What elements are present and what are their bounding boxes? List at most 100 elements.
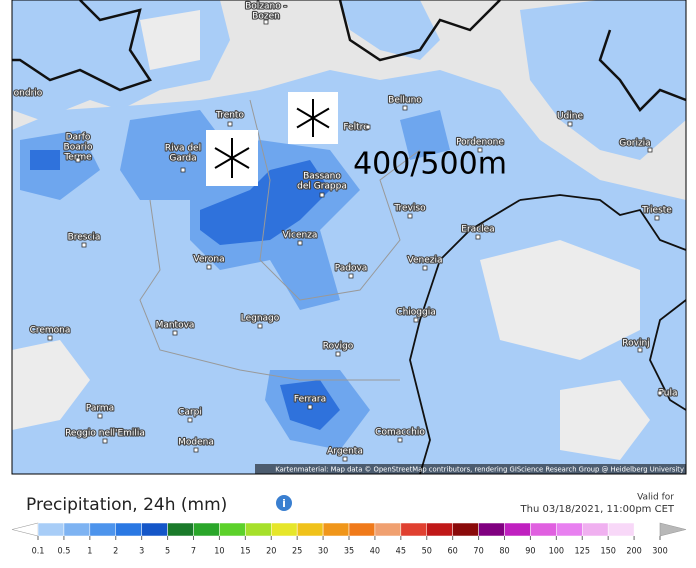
- city-marker: [319, 192, 325, 198]
- city-marker: [307, 404, 313, 410]
- scale-tick-label: 40: [370, 547, 380, 557]
- city-marker: [413, 317, 419, 323]
- scale-swatch: [348, 522, 376, 537]
- scale-arrow-high: [659, 522, 687, 537]
- city-marker: [263, 19, 269, 25]
- city: Brescia: [66, 231, 102, 248]
- city-marker: [657, 390, 663, 396]
- scale-tick-label: 0.1: [32, 547, 45, 557]
- scale-swatch: [141, 522, 168, 537]
- city-marker: [297, 240, 303, 246]
- city-label: Trieste: [641, 206, 672, 216]
- scale-tick-label: 30: [318, 547, 328, 557]
- city-marker: [477, 147, 483, 153]
- scale-swatch: [426, 522, 453, 537]
- city-label: Parma: [86, 404, 114, 414]
- scale-tick-label: 50: [422, 547, 432, 557]
- city-marker: [193, 447, 199, 453]
- city-label: Darfo: [66, 133, 91, 143]
- scale-swatch: [452, 522, 479, 537]
- scale-tick-label: 80: [499, 547, 509, 557]
- city-marker: [397, 437, 403, 443]
- scale-tick-label: 2: [113, 547, 118, 557]
- city-label: Terme: [63, 153, 92, 163]
- city: Feltre: [342, 121, 371, 134]
- city: Chioggia: [395, 306, 437, 323]
- city-label: Treviso: [393, 204, 426, 214]
- scale-swatch: [607, 522, 635, 537]
- city: Trento: [214, 109, 246, 127]
- scale-swatch: [115, 522, 142, 537]
- city-label: Chioggia: [396, 308, 435, 318]
- scale-tick-label: 3: [139, 547, 144, 557]
- city-marker: [637, 347, 643, 353]
- scale-tick-label: 90: [525, 547, 535, 557]
- city: Udine: [556, 110, 585, 127]
- city-label: ondrio: [14, 89, 43, 99]
- map-frame: [11, 0, 687, 475]
- city-label: Legnago: [241, 314, 280, 324]
- city-label: Udine: [557, 112, 584, 122]
- city: Belluno: [387, 94, 423, 111]
- scale-tick-label: 25: [292, 547, 302, 557]
- map: 400/500m Bolzano -Bozen ondrio Trento Bellu…: [11, 0, 687, 475]
- city-labels: Bolzano -Bozen ondrio Trento Belluno Feltre U…: [13, 0, 679, 462]
- city-marker: [335, 351, 341, 357]
- scale-tick-label: 200: [626, 547, 641, 557]
- city: Comacchio: [374, 426, 426, 443]
- city: Reggio nell'Emilia: [64, 427, 146, 444]
- city-marker: [365, 124, 371, 130]
- city-marker: [257, 323, 263, 329]
- scale-swatch: [271, 522, 298, 537]
- scale-swatch: [582, 522, 609, 537]
- city-marker: [102, 438, 108, 444]
- city: Mantova: [154, 319, 196, 336]
- color-scale: 0.1 0.5 1 2 3 5 7 10 15 20 25 30 35 40 45 50 60 70 80 90 100…: [11, 522, 687, 557]
- city-marker: [75, 157, 81, 163]
- scale-tick-label: 10: [214, 547, 224, 557]
- info-icon-glyph: i: [282, 497, 286, 510]
- scale-swatch: [322, 522, 350, 537]
- city: Pordenone: [455, 136, 505, 153]
- scale-swatch: [296, 522, 324, 537]
- city: Gorizia: [618, 137, 653, 153]
- scale-tick-label: 150: [600, 547, 615, 557]
- city: Vicenza: [281, 229, 319, 246]
- scale-swatch: [37, 522, 65, 537]
- city-marker: [47, 335, 53, 341]
- city-label: Bozen: [252, 12, 280, 22]
- city: Treviso: [392, 202, 427, 219]
- scale-tick-label: 0.5: [57, 547, 70, 557]
- city-label: Eraclea: [461, 225, 494, 235]
- city: Eraclea: [460, 223, 496, 240]
- annotation: 400/500m: [353, 147, 507, 182]
- city: Parma: [85, 402, 115, 419]
- city-marker: [180, 167, 186, 173]
- city-marker: [402, 105, 408, 111]
- city-label: Riva del: [165, 144, 201, 154]
- city: Modena: [177, 436, 215, 453]
- city-label: Vicenza: [283, 231, 318, 241]
- scale-arrow-low: [11, 522, 39, 537]
- scale-swatch: [374, 522, 402, 537]
- city: Carpi: [177, 406, 203, 423]
- info-icon[interactable]: [276, 495, 292, 511]
- scale-swatch: [167, 522, 194, 537]
- scale-swatch: [219, 522, 246, 537]
- city-label: Rovigo: [323, 342, 354, 352]
- city: Trieste: [640, 204, 673, 221]
- scale-tick-label: 45: [396, 547, 406, 557]
- city-label: Feltre: [343, 123, 369, 133]
- admin-borders: [139, 99, 421, 381]
- city-marker: [567, 121, 573, 127]
- valid-label: Valid for: [637, 493, 674, 503]
- scale-tick-label: 7: [191, 547, 196, 557]
- city-label: Carpi: [178, 408, 202, 418]
- city-label: Pula: [659, 389, 678, 399]
- city: Cremona: [28, 324, 72, 341]
- city-label: Ferrara: [294, 395, 326, 405]
- scale-tick-label: 125: [575, 547, 590, 557]
